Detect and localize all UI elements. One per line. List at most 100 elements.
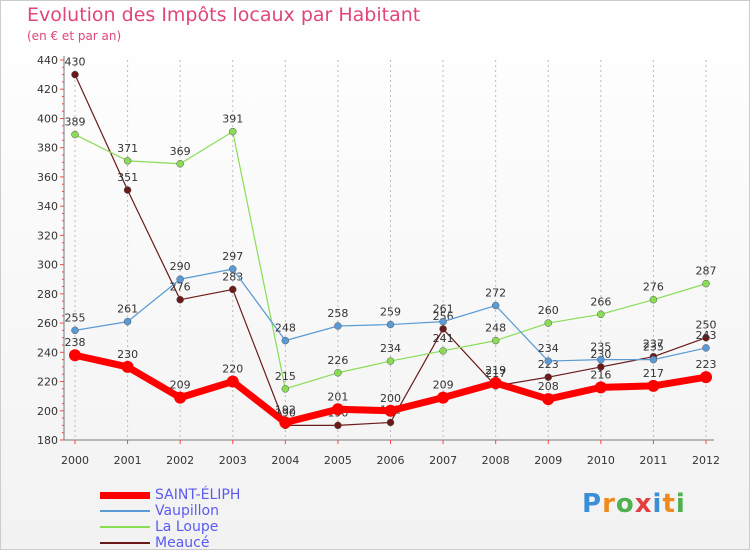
data-point-vaupillon-2010 bbox=[597, 355, 605, 364]
data-point-meauc--2006 bbox=[386, 418, 395, 427]
y-tick-label-380: 380 bbox=[37, 142, 58, 155]
x-tick-label-2001: 2001 bbox=[114, 454, 142, 467]
x-tick-label-2003: 2003 bbox=[219, 454, 247, 467]
data-label-vaupillon-2008: 272 bbox=[485, 287, 506, 300]
logo-letter: P bbox=[582, 489, 603, 519]
data-label-saint-liph-2006: 200 bbox=[380, 392, 401, 405]
data-label-la-loupe-2005: 226 bbox=[327, 354, 348, 367]
data-point-vaupillon-2003 bbox=[229, 265, 237, 273]
data-label-meauc--2003: 283 bbox=[222, 270, 243, 283]
x-tick-label-2011: 2011 bbox=[639, 454, 667, 467]
data-label-vaupillon-2011: 235 bbox=[643, 341, 664, 354]
x-tick-label-2006: 2006 bbox=[377, 454, 405, 467]
x-tick-label-2004: 2004 bbox=[271, 454, 299, 467]
data-point-saint-liph-2005 bbox=[331, 403, 344, 416]
data-label-saint-liph-2005: 201 bbox=[327, 390, 348, 403]
data-label-meauc--2012: 250 bbox=[696, 319, 717, 332]
y-tick-label-180: 180 bbox=[37, 434, 58, 447]
data-point-meauc--2000 bbox=[71, 70, 79, 79]
chart-subtitle: (en € et par an) bbox=[27, 29, 122, 43]
data-label-saint-liph-2003: 220 bbox=[222, 363, 243, 376]
data-point-saint-liph-2011 bbox=[647, 379, 660, 392]
data-point-la-loupe-2009 bbox=[544, 319, 552, 327]
data-point-vaupillon-2007 bbox=[439, 317, 447, 326]
y-tick-label-400: 400 bbox=[37, 112, 58, 125]
data-label-la-loupe-2008: 248 bbox=[485, 322, 506, 335]
data-point-vaupillon-2011 bbox=[649, 355, 658, 364]
data-label-meauc--2010: 230 bbox=[590, 348, 611, 361]
logo-letter: i bbox=[675, 489, 686, 519]
x-tick-label-2012: 2012 bbox=[692, 454, 720, 467]
logo-letter: o bbox=[615, 489, 635, 519]
data-label-saint-liph-2002: 209 bbox=[170, 379, 191, 392]
y-tick-label-200: 200 bbox=[37, 405, 58, 418]
data-label-saint-liph-2012: 223 bbox=[696, 358, 717, 371]
data-label-vaupillon-2004: 248 bbox=[275, 322, 296, 335]
data-point-saint-liph-2002 bbox=[174, 391, 187, 404]
data-point-saint-liph-2003 bbox=[226, 375, 239, 388]
logo-letter: x bbox=[634, 489, 653, 519]
legend-swatch bbox=[100, 526, 150, 528]
data-label-saint-liph-2000: 238 bbox=[65, 336, 86, 349]
data-point-la-loupe-2008 bbox=[491, 336, 500, 345]
x-tick-label-2009: 2009 bbox=[534, 454, 562, 467]
legend-swatch bbox=[100, 542, 150, 544]
data-point-la-loupe-2003 bbox=[229, 127, 237, 136]
data-label-la-loupe-2002: 369 bbox=[170, 145, 191, 158]
data-label-saint-liph-2001: 230 bbox=[117, 348, 138, 361]
data-point-la-loupe-2006 bbox=[386, 357, 395, 365]
data-point-la-loupe-2000 bbox=[71, 130, 79, 139]
data-point-saint-liph-2008 bbox=[489, 377, 502, 389]
data-point-la-loupe-2012 bbox=[702, 279, 710, 288]
data-label-la-loupe-2009: 260 bbox=[538, 304, 559, 317]
data-point-meauc--2010 bbox=[597, 363, 605, 371]
proxiti-logo: Proxiti bbox=[582, 489, 686, 519]
data-point-vaupillon-2000 bbox=[71, 326, 79, 335]
data-label-la-loupe-2010: 266 bbox=[590, 295, 611, 308]
data-label-vaupillon-2006: 259 bbox=[380, 306, 401, 319]
data-label-la-loupe-2007: 241 bbox=[433, 332, 454, 345]
data-point-meauc--2005 bbox=[334, 421, 342, 430]
data-point-la-loupe-2002 bbox=[176, 160, 184, 168]
logo-letter: t bbox=[662, 489, 676, 519]
data-point-meauc--2009 bbox=[544, 373, 552, 381]
legend: SAINT-ÉLIPH Vaupillon La Loupe Meaucé bbox=[100, 487, 240, 551]
data-point-saint-liph-2009 bbox=[542, 393, 555, 406]
x-tick-label-2010: 2010 bbox=[587, 454, 615, 467]
y-tick-label-260: 260 bbox=[37, 317, 58, 330]
x-tick-label-2008: 2008 bbox=[482, 454, 510, 467]
y-tick-label-360: 360 bbox=[37, 171, 58, 184]
x-tick-label-2007: 2007 bbox=[429, 454, 457, 467]
data-label-la-loupe-2011: 276 bbox=[643, 281, 664, 294]
data-point-la-loupe-2007 bbox=[439, 347, 447, 355]
data-label-vaupillon-2002: 290 bbox=[170, 260, 191, 273]
legend-swatch bbox=[100, 491, 150, 499]
data-point-saint-liph-2010 bbox=[594, 381, 607, 394]
data-label-vaupillon-2001: 261 bbox=[117, 303, 138, 316]
data-point-la-loupe-2010 bbox=[597, 310, 605, 319]
data-point-saint-liph-2007 bbox=[437, 391, 450, 404]
logo-letter: r bbox=[602, 489, 616, 519]
data-point-saint-liph-2006 bbox=[384, 404, 397, 417]
legend-label: Meaucé bbox=[155, 535, 210, 551]
data-point-meauc--2001 bbox=[123, 186, 132, 194]
data-label-vaupillon-2000: 255 bbox=[65, 311, 86, 324]
data-point-meauc--2007 bbox=[439, 325, 447, 333]
y-tick-label-240: 240 bbox=[37, 346, 58, 359]
y-tick-label-320: 320 bbox=[37, 229, 58, 242]
data-label-vaupillon-2005: 258 bbox=[327, 307, 348, 320]
data-label-la-loupe-2001: 371 bbox=[117, 142, 138, 155]
chart-title: Evolution des Impôts locaux par Habitant bbox=[27, 4, 421, 26]
data-label-saint-liph-2011: 217 bbox=[643, 367, 664, 380]
data-label-la-loupe-2006: 234 bbox=[380, 342, 401, 355]
data-point-saint-liph-2004 bbox=[279, 416, 292, 429]
data-point-vaupillon-2008 bbox=[491, 301, 500, 310]
y-tick-label-340: 340 bbox=[37, 200, 58, 213]
data-label-saint-liph-2010: 216 bbox=[590, 368, 611, 381]
data-label-saint-liph-2008: 219 bbox=[485, 364, 506, 377]
data-point-meauc--2002 bbox=[176, 295, 184, 304]
data-point-saint-liph-2000 bbox=[69, 349, 81, 362]
data-label-vaupillon-2010: 235 bbox=[590, 341, 611, 354]
